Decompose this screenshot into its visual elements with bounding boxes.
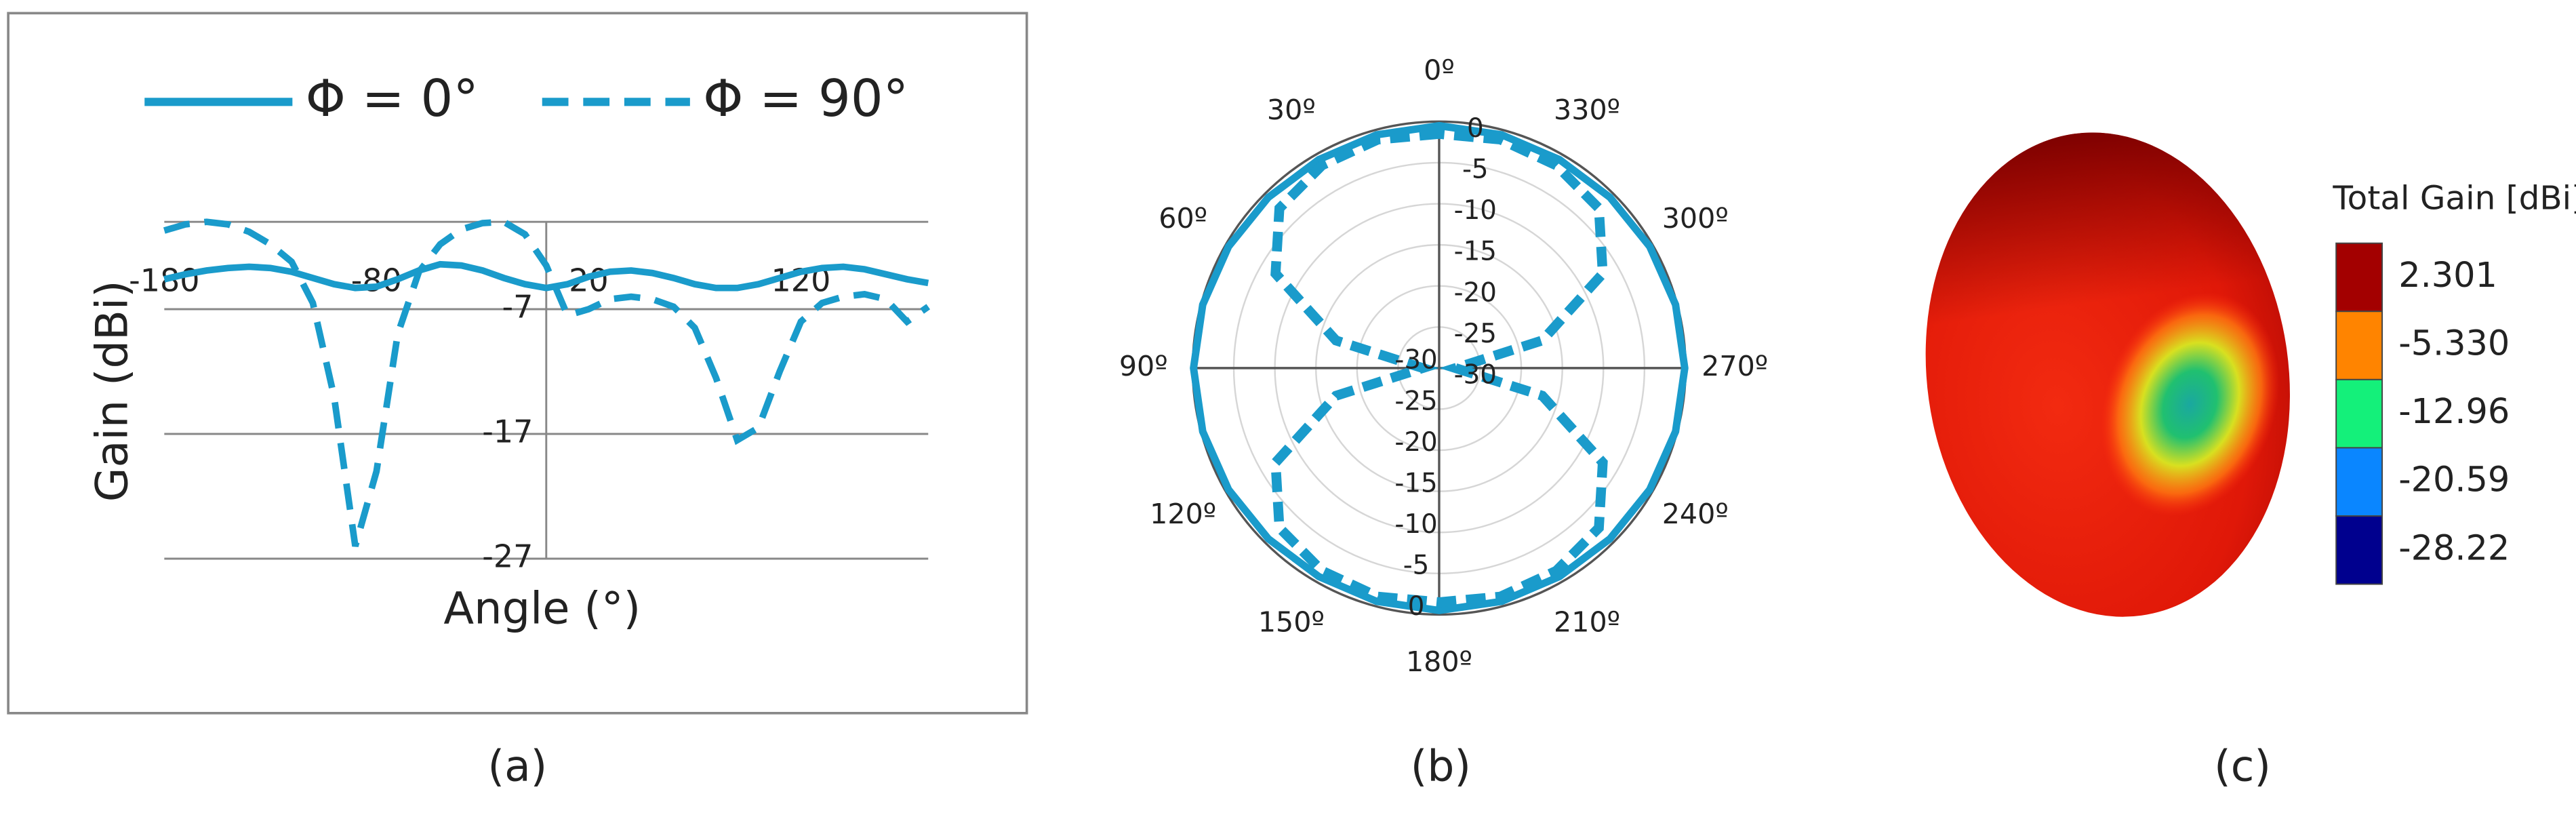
r-tick-label: -25 xyxy=(1394,386,1437,416)
theta-tick-label: 30º xyxy=(1267,94,1316,126)
data-line xyxy=(163,260,929,292)
theta-tick-label: 330º xyxy=(1554,94,1620,126)
legend-label: Φ = 90° xyxy=(703,68,908,128)
y-axis-title: Gain (dBi) xyxy=(87,280,138,502)
colorbar-label: -12.96 xyxy=(2398,392,2510,432)
panel-caption: (c) xyxy=(2214,741,2271,791)
theta-tick-label: 210º xyxy=(1554,606,1620,639)
r-tick-label: -5 xyxy=(1403,551,1430,581)
polar-line xyxy=(1270,129,1608,607)
colorbar-title: Total Gain [dBi] xyxy=(2332,180,2576,218)
r-tick-label: -30 xyxy=(1394,345,1437,376)
colorbar-swatch xyxy=(2335,311,2383,380)
r-tick-label: 0 xyxy=(1408,591,1425,622)
r-tick-label: -25 xyxy=(1454,319,1497,349)
theta-tick-label: 120º xyxy=(1150,498,1216,530)
panel-frame xyxy=(7,12,1028,715)
r-tick-label: -20 xyxy=(1454,277,1497,308)
colorbar-swatch xyxy=(2335,378,2383,449)
polar-line xyxy=(1190,121,1689,614)
theta-tick-label: 60º xyxy=(1159,202,1207,235)
colorbar-label: -5.330 xyxy=(2398,324,2510,364)
r-tick-label: -20 xyxy=(1394,427,1437,458)
r-tick-label: -15 xyxy=(1394,468,1437,498)
r-tick-label: -10 xyxy=(1454,195,1497,226)
legend-label: Φ = 0° xyxy=(306,68,479,128)
colorbar-swatch xyxy=(2335,447,2383,517)
theta-tick-label: 150º xyxy=(1258,606,1325,639)
theta-tick-label: 300º xyxy=(1662,202,1729,235)
r-tick-label: 0 xyxy=(1467,113,1484,144)
r-tick-label: -5 xyxy=(1462,155,1489,185)
colorbar-label: -20.59 xyxy=(2398,460,2510,500)
r-tick-label: -10 xyxy=(1394,509,1437,540)
colorbar-label: 2.301 xyxy=(2398,256,2497,296)
colorbar-swatch xyxy=(2335,242,2383,313)
theta-tick-label: 90º xyxy=(1119,350,1168,382)
y-tick-label: -7 xyxy=(502,288,534,325)
x-axis-title: Angle (°) xyxy=(443,583,641,635)
x-tick-label: -180 xyxy=(129,262,199,298)
theta-tick-label: 240º xyxy=(1662,498,1729,530)
r-tick-label: -15 xyxy=(1454,237,1497,267)
y-tick-label: -27 xyxy=(482,538,533,575)
theta-tick-label: 180º xyxy=(1406,645,1472,678)
panel-caption: (a) xyxy=(488,741,548,791)
panel-c-image xyxy=(1925,132,2290,617)
theta-tick-label: 270º xyxy=(1702,350,1768,382)
theta-tick-label: 0º xyxy=(1424,54,1455,87)
colorbar-swatch xyxy=(2335,515,2383,585)
data-line xyxy=(163,218,931,547)
panel-caption: (b) xyxy=(1411,741,1471,791)
r-tick-label: -30 xyxy=(1454,360,1497,391)
y-tick-label: -17 xyxy=(482,414,533,450)
colorbar-label: -28.22 xyxy=(2398,528,2510,568)
